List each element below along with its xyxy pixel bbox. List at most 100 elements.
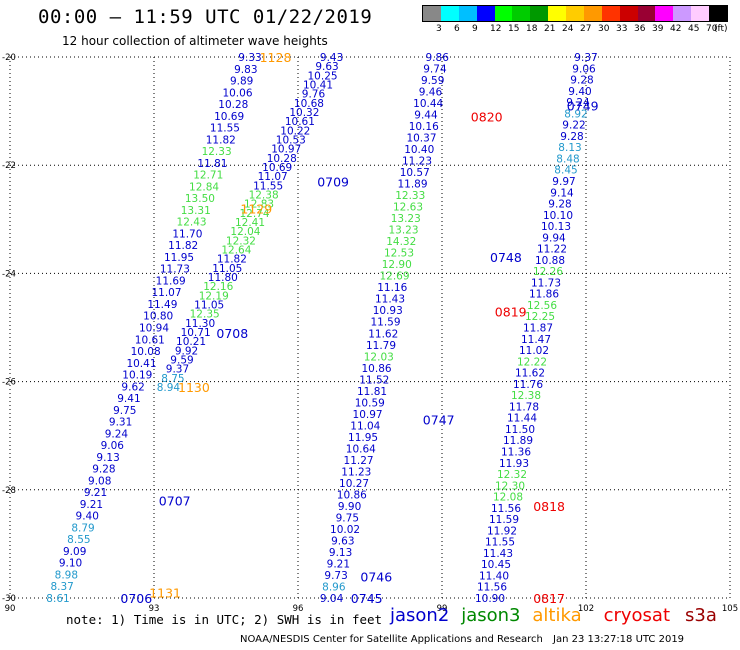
swh-value: 11.55 (485, 537, 515, 549)
lon-tick-label: 90 (5, 604, 16, 614)
swh-value: 8.61 (46, 593, 69, 605)
swh-value: 11.62 (368, 328, 398, 340)
swh-value: 9.62 (121, 381, 144, 393)
swh-value: 12.33 (202, 146, 232, 158)
time-label: 0708 (216, 326, 248, 341)
swh-value: 12.71 (193, 170, 223, 182)
swh-value: 11.55 (210, 123, 240, 135)
time-label: 1131 (149, 586, 181, 601)
time-label: 0817 (533, 591, 565, 606)
swh-value: 9.28 (560, 131, 583, 143)
color-scale-tick-label: 9 (472, 24, 478, 34)
swh-value: 11.92 (487, 525, 517, 537)
legend-item: s3a (685, 605, 717, 626)
time-label: 0707 (159, 494, 191, 509)
swh-value: 11.44 (507, 413, 537, 425)
swh-value: 9.06 (101, 440, 125, 452)
swh-value: 11.82 (206, 134, 236, 146)
time-label: 0706 (120, 591, 152, 606)
swh-value: 10.19 (122, 370, 152, 382)
swh-value: 12.03 (364, 351, 394, 363)
swh-value: 10.44 (413, 98, 443, 110)
swh-value: 11.16 (377, 282, 407, 294)
swh-value: 12.19 (199, 290, 229, 302)
page-title: 00:00 – 11:59 UTC 01/22/2019 (38, 6, 373, 28)
swh-value: 8.37 (50, 581, 73, 593)
swh-value: 11.87 (523, 323, 553, 335)
swh-value: 11.05 (212, 263, 242, 275)
color-swatch (548, 6, 566, 21)
swh-value: 11.62 (515, 368, 545, 380)
swh-value: 12.56 (527, 300, 557, 312)
swh-value: 11.86 (529, 289, 559, 301)
swh-value: 9.28 (92, 464, 115, 476)
swh-value: 13.31 (181, 205, 211, 217)
swh-value: 9.63 (331, 535, 354, 547)
swh-value: 9.43 (320, 52, 343, 64)
swh-value: 10.22 (280, 125, 310, 137)
swh-value: 11.49 (147, 299, 177, 311)
swh-value: 10.25 (308, 70, 338, 82)
swh-value: 9.40 (76, 511, 99, 523)
swh-value: 9.75 (113, 405, 136, 417)
footer-timestamp: Jan 23 13:27:18 UTC 2019 (553, 634, 685, 645)
swh-value: 9.09 (63, 546, 86, 558)
color-swatch (601, 6, 620, 21)
swh-value: 11.80 (208, 272, 238, 284)
color-scale-tick-label: 33 (616, 24, 628, 34)
swh-value: 10.86 (337, 489, 367, 501)
color-scale-tick-label: 70 (706, 24, 718, 34)
swh-value: 12.22 (517, 356, 547, 368)
swh-value: 11.73 (160, 264, 190, 276)
color-swatch (423, 6, 441, 21)
swh-value: 12.16 (203, 281, 233, 293)
page-subtitle: 12 hour collection of altimeter wave hei… (62, 34, 328, 48)
swh-value: 11.23 (341, 466, 371, 478)
swh-value: 9.21 (327, 558, 350, 570)
color-scale-tick-label: 15 (508, 24, 520, 34)
swh-value: 9.46 (419, 87, 443, 99)
time-label: 0745 (351, 591, 383, 606)
swh-value: 10.06 (222, 87, 252, 99)
swh-value: 10.69 (262, 162, 292, 174)
swh-value: 11.78 (509, 401, 539, 413)
footer-note: note: 1) Time is in UTC; 2) SWH is in fe… (66, 612, 383, 627)
swh-value: 10.28 (218, 99, 248, 111)
swh-value: 10.80 (143, 311, 173, 323)
swh-value: 10.97 (271, 144, 301, 156)
swh-value: 9.74 (423, 64, 447, 76)
lat-tick-label: -26 (2, 378, 16, 388)
swh-value: 11.22 (537, 244, 567, 256)
swh-value: 10.41 (303, 80, 333, 92)
swh-value: 10.69 (214, 111, 244, 123)
lon-tick-label: 93 (149, 604, 160, 614)
swh-value: 10.71 (181, 327, 211, 339)
color-scale-tick-label: 24 (562, 24, 574, 34)
swh-value: 10.16 (409, 121, 439, 133)
swh-value: 9.73 (324, 570, 347, 582)
swh-value: 8.92 (564, 108, 587, 120)
swh-value: 10.27 (339, 478, 369, 490)
time-label: 0709 (317, 174, 349, 189)
swh-value: 14.32 (386, 236, 416, 248)
color-swatch (691, 6, 709, 21)
swh-value: 9.14 (550, 187, 574, 199)
swh-value: 8.79 (71, 522, 94, 534)
swh-value: 11.43 (483, 548, 513, 560)
swh-value: 12.69 (379, 271, 409, 283)
swh-value: 10.86 (362, 363, 392, 375)
swh-value: 8.98 (55, 569, 78, 581)
time-label: 1128 (260, 50, 292, 65)
swh-value: 12.33 (395, 190, 425, 202)
swh-value: 12.26 (533, 266, 563, 278)
swh-value: 11.82 (168, 240, 198, 252)
swh-value: 12.74 (240, 208, 270, 220)
swh-value: 12.63 (393, 202, 423, 214)
swh-value: 12.38 (249, 190, 279, 202)
swh-value: 10.28 (267, 153, 297, 165)
swh-value: 11.04 (350, 420, 380, 432)
color-scale-swatches (422, 5, 728, 22)
lat-tick-label: -24 (2, 269, 16, 279)
swh-value: 12.35 (190, 309, 220, 321)
